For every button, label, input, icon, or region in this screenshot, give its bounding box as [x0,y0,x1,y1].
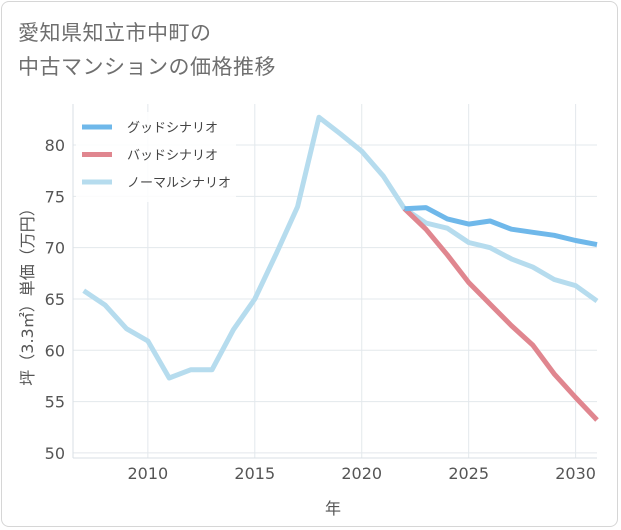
axis-ticks: 50 55 60 65 70 75 80 2010 2015 2020 2025 2030 [45,136,596,483]
title-line-1: 愛知県知立市中町の [18,21,212,45]
legend-label-1: バッドシナリオ [127,149,218,164]
series-lines [82,114,599,422]
y-tick-label: 75 [45,187,65,206]
x-tick-label: 2030 [555,464,596,483]
y-tick-label: 60 [45,341,65,360]
legend-label-2: ノーマルシナリオ [127,176,231,191]
y-tick-label: 50 [45,444,65,463]
y-tick-label: 70 [45,239,65,258]
title-line-2: 中古マンションの価格推移 [18,55,276,79]
y-axis-label: 坪（3.3㎡）単価（万円） [18,200,37,385]
series-line-1 [402,206,599,422]
y-tick-label: 80 [45,136,65,155]
x-tick-label: 2025 [448,464,489,483]
y-tick-label: 65 [45,290,65,309]
x-tick-label: 2020 [341,464,382,483]
x-tick-label: 2015 [234,464,275,483]
y-tick-label: 55 [45,393,65,412]
series-line-0 [404,205,598,248]
chart-title: 愛知県知立市中町の 中古マンションの価格推移 [18,16,276,84]
series-line-2 [82,114,599,381]
x-tick-label: 2010 [127,464,168,483]
x-axis-label: 年 [325,499,341,518]
legend-label-0: グッドシナリオ [127,121,218,136]
